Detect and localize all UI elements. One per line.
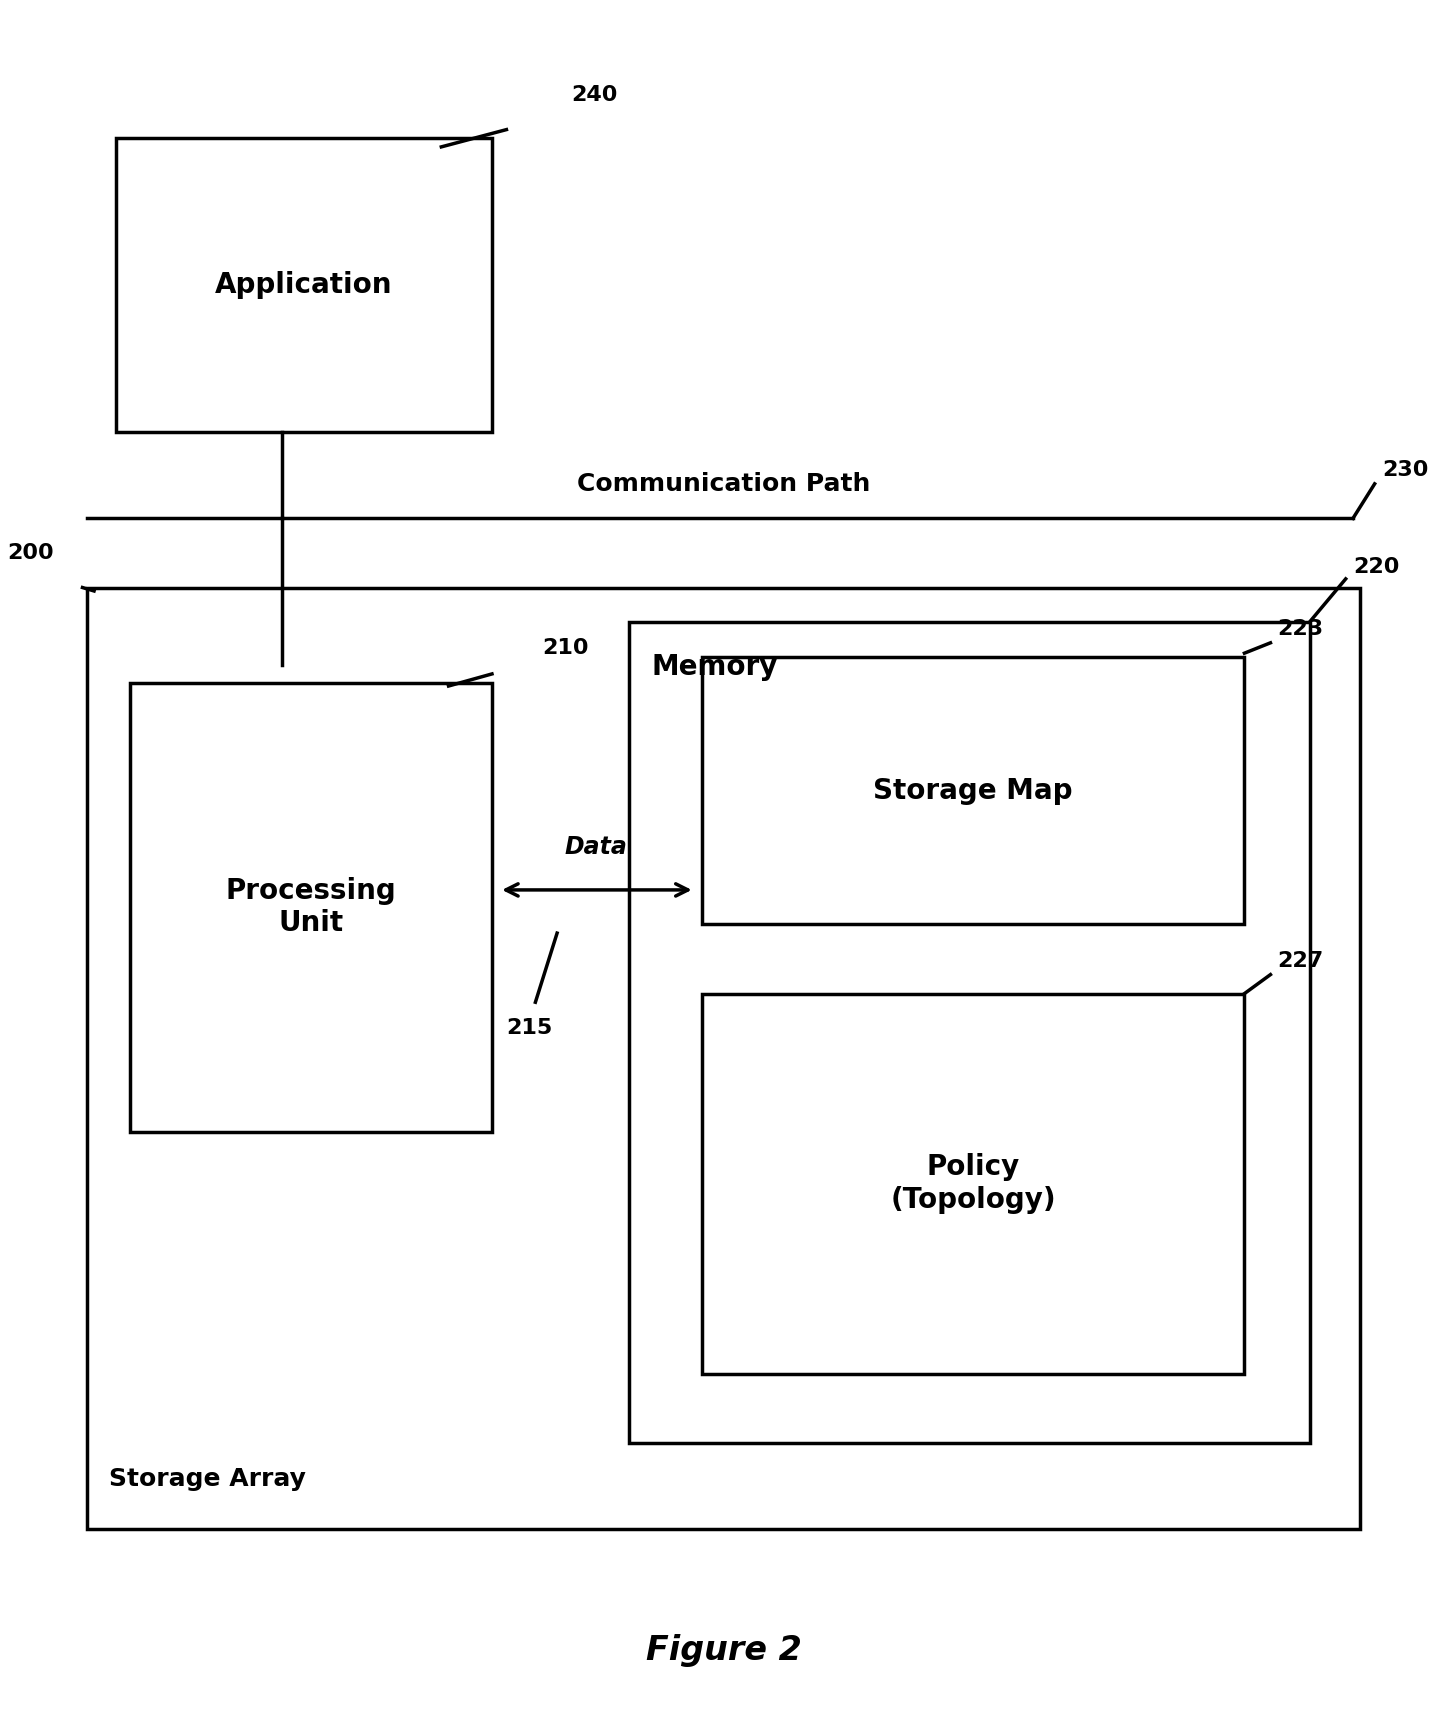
Text: Storage Map: Storage Map [874, 776, 1072, 805]
Text: 220: 220 [1353, 556, 1399, 577]
Bar [629, 622, 1310, 1443]
Text: Data: Data [564, 835, 628, 859]
Text: 223: 223 [1278, 619, 1324, 639]
Bar [702, 657, 1244, 924]
Text: Memory: Memory [651, 653, 777, 681]
Bar [702, 994, 1244, 1374]
Text: Storage Array: Storage Array [109, 1467, 305, 1491]
Text: Policy
(Topology): Policy (Topology) [890, 1154, 1056, 1213]
Text: 240: 240 [572, 85, 618, 105]
Text: 210: 210 [543, 638, 589, 658]
Bar [87, 588, 1360, 1529]
Text: 215: 215 [506, 1018, 553, 1039]
Text: Communication Path: Communication Path [577, 472, 870, 496]
Text: 227: 227 [1278, 950, 1324, 971]
Text: Application: Application [216, 271, 392, 299]
Bar [130, 683, 492, 1132]
Text: Figure 2: Figure 2 [645, 1633, 802, 1668]
Text: Processing
Unit: Processing Unit [226, 878, 396, 937]
Bar [116, 138, 492, 432]
Text: 230: 230 [1382, 460, 1428, 480]
Text: 200: 200 [7, 543, 54, 563]
